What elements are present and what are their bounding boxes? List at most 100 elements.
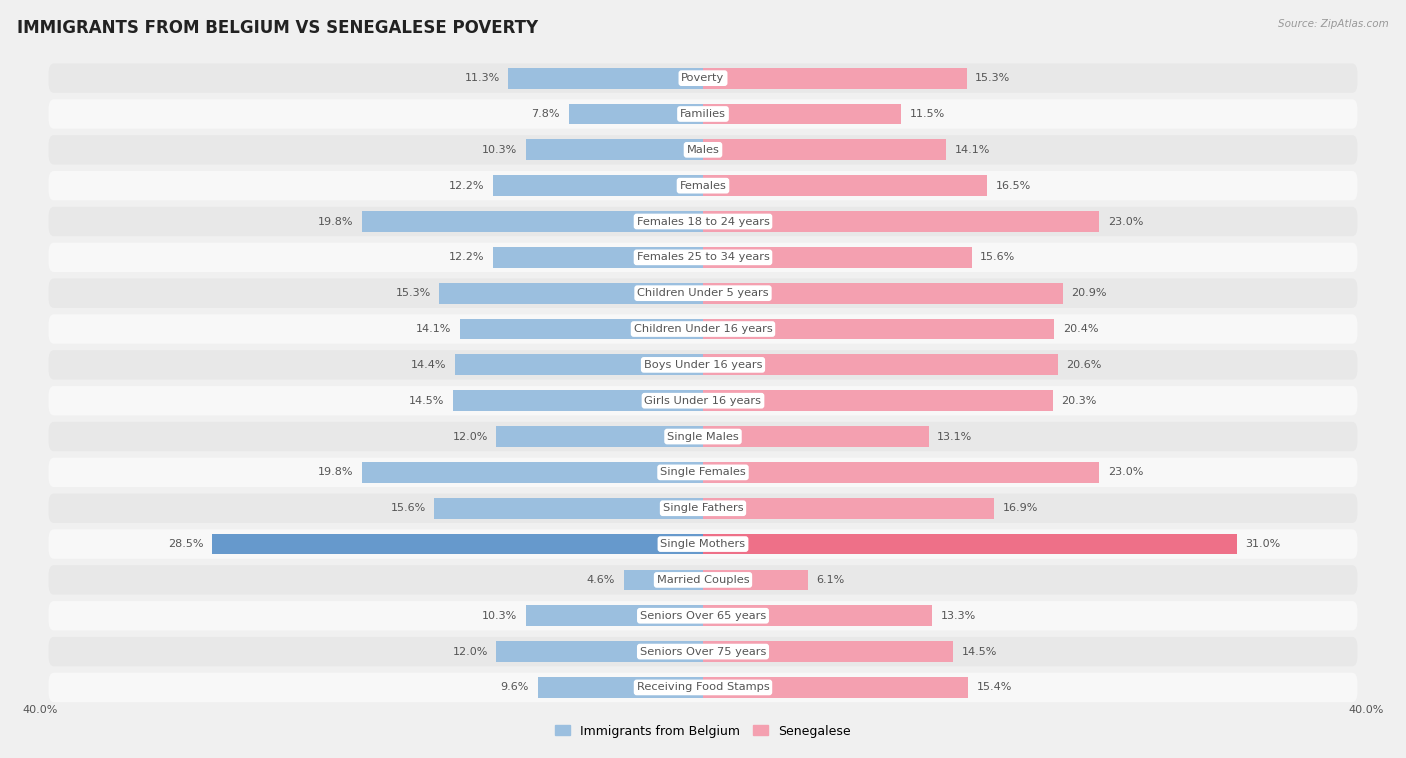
Bar (703, 569, 808, 590)
FancyBboxPatch shape (48, 422, 1358, 451)
Bar (703, 390, 1053, 411)
Bar (703, 67, 966, 89)
Text: 15.4%: 15.4% (977, 682, 1012, 692)
Text: Females: Females (679, 180, 727, 191)
Text: 10.3%: 10.3% (482, 145, 517, 155)
FancyBboxPatch shape (48, 315, 1358, 343)
Text: 28.5%: 28.5% (169, 539, 204, 549)
Bar (703, 462, 1099, 483)
FancyBboxPatch shape (48, 386, 1358, 415)
FancyBboxPatch shape (48, 565, 1358, 594)
Text: Seniors Over 65 years: Seniors Over 65 years (640, 611, 766, 621)
Text: Children Under 16 years: Children Under 16 years (634, 324, 772, 334)
Bar (361, 462, 703, 483)
Text: Boys Under 16 years: Boys Under 16 years (644, 360, 762, 370)
Bar (440, 283, 703, 304)
Text: 6.1%: 6.1% (817, 575, 845, 585)
Bar (212, 534, 703, 554)
Text: Males: Males (686, 145, 720, 155)
Text: 14.4%: 14.4% (411, 360, 446, 370)
Text: 23.0%: 23.0% (1108, 468, 1143, 478)
Text: 20.4%: 20.4% (1063, 324, 1098, 334)
Bar (703, 283, 1063, 304)
FancyBboxPatch shape (48, 458, 1358, 487)
Text: Single Fathers: Single Fathers (662, 503, 744, 513)
Bar (460, 318, 703, 340)
Text: Poverty: Poverty (682, 74, 724, 83)
Text: 23.0%: 23.0% (1108, 217, 1143, 227)
Bar (703, 175, 987, 196)
Bar (361, 211, 703, 232)
Bar (703, 211, 1099, 232)
Bar (453, 390, 703, 411)
Text: 20.6%: 20.6% (1066, 360, 1102, 370)
Text: Married Couples: Married Couples (657, 575, 749, 585)
Bar (496, 426, 703, 447)
Bar (703, 247, 972, 268)
Bar (494, 247, 703, 268)
Bar (703, 318, 1054, 340)
Text: 14.5%: 14.5% (409, 396, 444, 406)
Text: 7.8%: 7.8% (531, 109, 560, 119)
Text: 15.6%: 15.6% (980, 252, 1015, 262)
Text: 11.3%: 11.3% (464, 74, 499, 83)
Bar (703, 677, 969, 698)
Text: IMMIGRANTS FROM BELGIUM VS SENEGALESE POVERTY: IMMIGRANTS FROM BELGIUM VS SENEGALESE PO… (17, 19, 538, 37)
Bar (703, 606, 932, 626)
Bar (703, 426, 928, 447)
Bar (494, 175, 703, 196)
FancyBboxPatch shape (48, 171, 1358, 200)
FancyBboxPatch shape (48, 243, 1358, 272)
Text: 12.2%: 12.2% (449, 252, 484, 262)
FancyBboxPatch shape (48, 135, 1358, 164)
Text: 40.0%: 40.0% (22, 705, 58, 715)
Bar (496, 641, 703, 662)
Bar (703, 534, 1237, 554)
Text: 14.5%: 14.5% (962, 647, 997, 656)
FancyBboxPatch shape (48, 601, 1358, 631)
Text: 12.2%: 12.2% (449, 180, 484, 191)
Bar (537, 677, 703, 698)
FancyBboxPatch shape (48, 99, 1358, 129)
Text: 16.9%: 16.9% (1002, 503, 1038, 513)
FancyBboxPatch shape (48, 673, 1358, 702)
Text: Receiving Food Stamps: Receiving Food Stamps (637, 682, 769, 692)
FancyBboxPatch shape (48, 637, 1358, 666)
Bar (456, 355, 703, 375)
Text: Girls Under 16 years: Girls Under 16 years (644, 396, 762, 406)
Text: 4.6%: 4.6% (586, 575, 616, 585)
Bar (509, 67, 703, 89)
Text: 13.1%: 13.1% (938, 431, 973, 442)
FancyBboxPatch shape (48, 278, 1358, 308)
FancyBboxPatch shape (48, 529, 1358, 559)
Text: 12.0%: 12.0% (453, 647, 488, 656)
Text: Females 25 to 34 years: Females 25 to 34 years (637, 252, 769, 262)
FancyBboxPatch shape (48, 207, 1358, 236)
FancyBboxPatch shape (48, 350, 1358, 380)
Bar (703, 641, 953, 662)
FancyBboxPatch shape (48, 64, 1358, 92)
Bar (703, 498, 994, 518)
Text: Single Males: Single Males (666, 431, 740, 442)
Text: Seniors Over 75 years: Seniors Over 75 years (640, 647, 766, 656)
Text: 12.0%: 12.0% (453, 431, 488, 442)
Bar (624, 569, 703, 590)
Text: Children Under 5 years: Children Under 5 years (637, 288, 769, 298)
Bar (434, 498, 703, 518)
Bar (526, 606, 703, 626)
Bar (526, 139, 703, 160)
Text: 11.5%: 11.5% (910, 109, 945, 119)
Text: 20.3%: 20.3% (1062, 396, 1097, 406)
Text: 10.3%: 10.3% (482, 611, 517, 621)
Text: 13.3%: 13.3% (941, 611, 976, 621)
Text: Single Mothers: Single Mothers (661, 539, 745, 549)
Text: 40.0%: 40.0% (1348, 705, 1384, 715)
Text: Single Females: Single Females (661, 468, 745, 478)
Legend: Immigrants from Belgium, Senegalese: Immigrants from Belgium, Senegalese (550, 719, 856, 743)
Text: 14.1%: 14.1% (416, 324, 451, 334)
Text: Source: ZipAtlas.com: Source: ZipAtlas.com (1278, 19, 1389, 29)
Bar (703, 355, 1057, 375)
Text: 19.8%: 19.8% (318, 468, 353, 478)
Text: 9.6%: 9.6% (501, 682, 529, 692)
Text: 16.5%: 16.5% (995, 180, 1031, 191)
